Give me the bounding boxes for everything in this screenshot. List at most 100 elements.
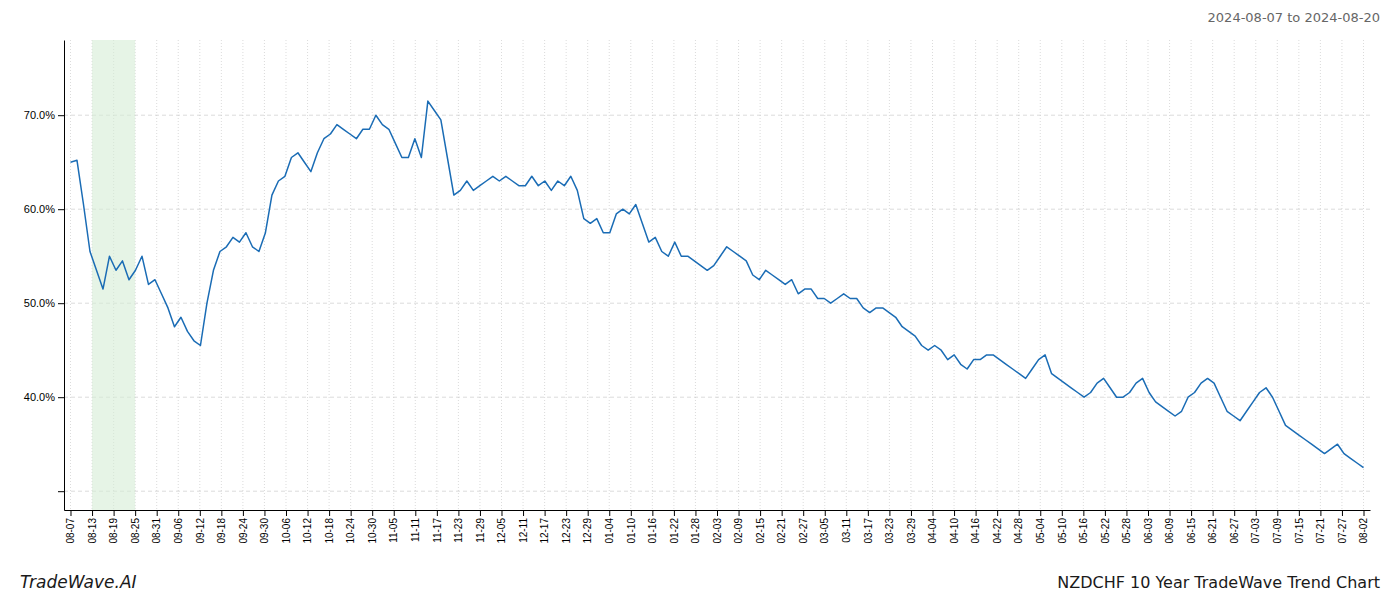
- x-tick-label: 10-30: [367, 518, 378, 544]
- x-tick-mark: [135, 510, 136, 516]
- chart-container: 08-0708-1308-1908-2508-3109-0609-1209-18…: [0, 0, 1400, 600]
- grid-line-x: [652, 40, 653, 510]
- x-tick-label: 09-06: [173, 518, 184, 544]
- title: NZDCHF 10 Year TradeWave Trend Chart: [1057, 573, 1380, 592]
- subtitle: 2024-08-07 to 2024-08-20: [1208, 10, 1380, 25]
- y-tick: 70.0%: [24, 109, 64, 121]
- grid-line-x: [781, 40, 782, 510]
- x-tick-label: 09-12: [194, 518, 205, 544]
- x-tick-label: 05-16: [1078, 518, 1089, 544]
- x-tick-mark: [868, 510, 869, 516]
- x-tick: 08-19: [108, 510, 119, 544]
- x-tick-label: 11-23: [453, 518, 464, 543]
- x-tick: 04-16: [970, 510, 981, 544]
- x-tick-label: 04-22: [992, 518, 1003, 544]
- y-tick-mark: [58, 115, 64, 116]
- x-tick: 05-04: [1035, 510, 1046, 544]
- x-tick-label: 12-23: [561, 518, 572, 544]
- x-tick-label: 08-13: [87, 518, 98, 544]
- x-tick: 11-17: [432, 510, 443, 543]
- x-tick-label: 10-18: [324, 518, 335, 544]
- grid-line-x: [910, 40, 911, 510]
- x-tick: 04-10: [949, 510, 960, 544]
- x-tick: 09-12: [194, 510, 205, 544]
- x-tick-label: 03-17: [863, 518, 874, 544]
- x-tick: 09-06: [173, 510, 184, 544]
- x-tick-label: 07-03: [1250, 518, 1261, 544]
- x-tick-mark: [1277, 510, 1278, 516]
- x-tick: 12-17: [539, 510, 550, 544]
- x-tick-mark: [329, 510, 330, 516]
- grid-line-x: [954, 40, 955, 510]
- x-tick-mark: [695, 510, 696, 516]
- x-tick-label: 09-24: [238, 518, 249, 544]
- x-tick-mark: [286, 510, 287, 516]
- y-tick: 50.0%: [24, 297, 64, 309]
- grid-line-x: [717, 40, 718, 510]
- grid-line-x: [221, 40, 222, 510]
- grid-line-x: [1018, 40, 1019, 510]
- x-tick: 05-28: [1121, 510, 1132, 544]
- x-tick-label: 06-21: [1207, 518, 1218, 544]
- x-tick: 06-09: [1164, 510, 1175, 544]
- x-tick-label: 05-10: [1057, 518, 1068, 544]
- x-tick-mark: [351, 510, 352, 516]
- grid-line-x: [1212, 40, 1213, 510]
- x-tick-mark: [394, 510, 395, 516]
- y-tick-mark: [58, 303, 64, 304]
- x-tick-mark: [1234, 510, 1235, 516]
- x-tick-mark: [1256, 510, 1257, 516]
- y-tick-label: 50.0%: [24, 297, 55, 309]
- x-tick: 01-04: [604, 510, 615, 544]
- y-tick-label: 40.0%: [24, 391, 55, 403]
- x-tick-label: 04-10: [949, 518, 960, 544]
- x-tick: 07-15: [1294, 510, 1305, 544]
- x-tick-mark: [846, 510, 847, 516]
- x-tick-label: 04-28: [1013, 518, 1024, 544]
- y-tick-label: 60.0%: [24, 203, 55, 215]
- x-tick-label: 02-09: [733, 518, 744, 544]
- y-tick-label: 70.0%: [24, 109, 55, 121]
- x-tick-mark: [1062, 510, 1063, 516]
- y-axis-line: [64, 41, 65, 511]
- x-tick-label: 04-04: [927, 518, 938, 544]
- grid-line-x: [242, 40, 243, 510]
- x-tick-mark: [437, 510, 438, 516]
- x-tick-mark: [501, 510, 502, 516]
- x-tick-label: 05-04: [1035, 518, 1046, 544]
- x-tick: 06-27: [1229, 510, 1240, 544]
- x-tick: 06-15: [1186, 510, 1197, 544]
- x-tick: 03-05: [819, 510, 830, 544]
- y-tick-mark: [58, 397, 64, 398]
- x-tick-mark: [825, 510, 826, 516]
- grid-line-x: [523, 40, 524, 510]
- grid-line-x: [1040, 40, 1041, 510]
- x-tick-label: 02-03: [712, 518, 723, 544]
- x-tick-label: 11-29: [475, 518, 486, 543]
- grid-line-x: [372, 40, 373, 510]
- chart-svg: 08-0708-1308-1908-2508-3109-0609-1209-18…: [0, 0, 1400, 600]
- y-tick: [58, 491, 64, 492]
- grid-line-y: [64, 303, 1370, 304]
- grid-line-x: [1255, 40, 1256, 510]
- x-tick-label: 12-17: [539, 518, 550, 544]
- x-tick: 07-09: [1272, 510, 1283, 544]
- x-tick: 12-23: [561, 510, 572, 544]
- grid-line-x: [458, 40, 459, 510]
- x-tick: 12-05: [496, 510, 507, 544]
- x-tick-mark: [70, 510, 71, 516]
- grid-line-x: [436, 40, 437, 510]
- grid-line-x: [1126, 40, 1127, 510]
- grid-line-x: [889, 40, 890, 510]
- y-tick-mark: [58, 491, 64, 492]
- x-tick: 08-25: [130, 510, 141, 544]
- x-tick: 02-15: [755, 510, 766, 544]
- x-tick-label: 08-31: [151, 518, 162, 544]
- x-tick-label: 03-29: [906, 518, 917, 544]
- x-tick-label: 08-02: [1358, 518, 1369, 544]
- grid-line-x: [1363, 40, 1364, 510]
- x-tick-label: 07-21: [1315, 518, 1326, 544]
- grid-line-x: [1061, 40, 1062, 510]
- x-tick-mark: [1364, 510, 1365, 516]
- x-tick-label: 01-22: [669, 518, 680, 544]
